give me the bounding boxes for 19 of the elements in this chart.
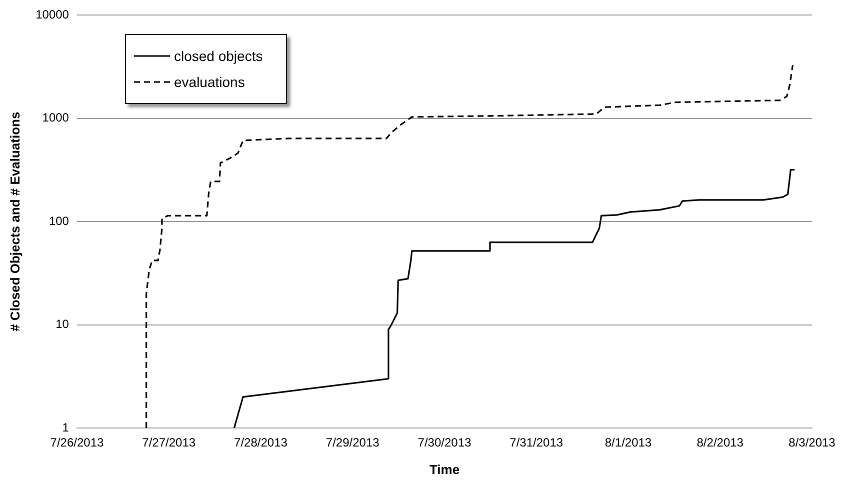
x-tick-label: 7/27/2013 — [142, 436, 196, 450]
y-tick-label: 100 — [48, 214, 70, 228]
legend-label: evaluations — [174, 74, 245, 90]
y-tick-label: 10000 — [36, 8, 70, 22]
x-tick-label: 7/30/2013 — [418, 436, 472, 450]
x-tick-label: 7/28/2013 — [234, 436, 288, 450]
x-tick-label: 8/1/2013 — [604, 436, 652, 450]
y-axis-title: # Closed Objects and # Evaluations — [7, 112, 22, 332]
x-tick-label: 8/3/2013 — [788, 436, 836, 450]
x-tick-label: 7/26/2013 — [50, 436, 104, 450]
x-tick-label: 7/29/2013 — [326, 436, 380, 450]
x-tick-label: 7/31/2013 — [510, 436, 564, 450]
y-tick-label: 1 — [62, 420, 70, 434]
line-series — [146, 64, 794, 428]
legend-label: closed objects — [174, 48, 263, 64]
x-tick-label: 8/2/2013 — [696, 436, 744, 450]
y-tick-label: 1000 — [42, 110, 70, 125]
y-tick-label: 10 — [56, 317, 70, 332]
x-axis-title: Time — [429, 462, 460, 477]
